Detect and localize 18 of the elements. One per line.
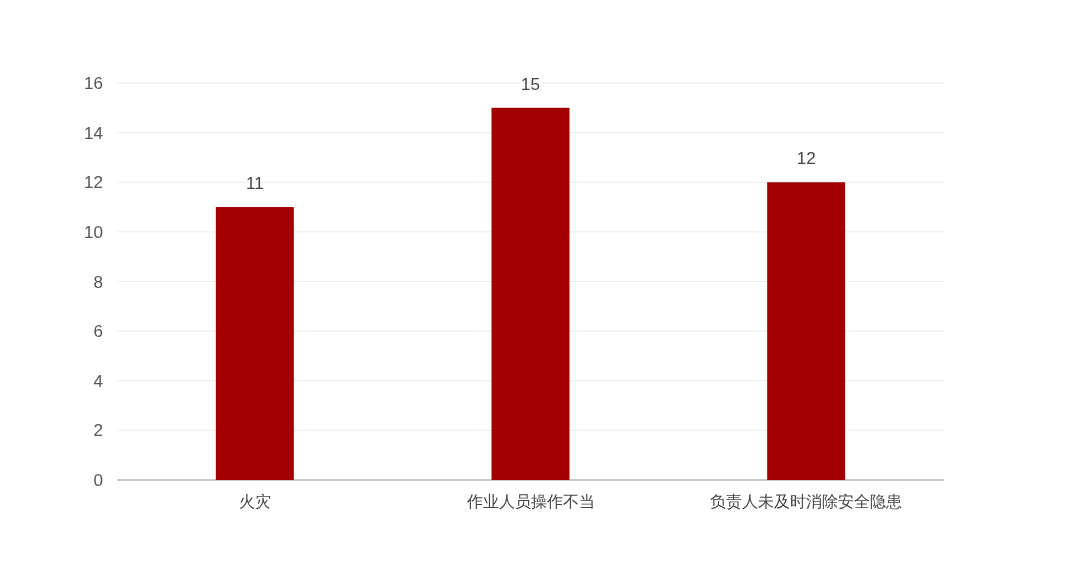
bar [215,207,294,480]
y-tick-label: 4 [93,371,103,391]
bar [767,182,846,480]
x-tick-label: 负责人未及时消除安全隐患 [710,493,903,510]
y-tick-label: 16 [84,74,103,93]
y-tick-label: 14 [84,123,103,143]
y-tick-label: 8 [93,272,103,292]
data-label: 12 [796,149,816,169]
y-tick-label: 2 [93,421,103,441]
y-tick-label: 6 [93,322,103,342]
x-tick-label: 作业人员操作不当 [465,493,595,510]
bar [491,107,570,480]
data-label: 15 [521,74,540,94]
y-tick-label: 10 [84,222,103,242]
y-tick-label: 12 [84,173,103,193]
data-label: 11 [246,174,264,194]
y-tick-label: 0 [93,471,103,490]
x-tick-label: 火灾 [238,493,271,510]
